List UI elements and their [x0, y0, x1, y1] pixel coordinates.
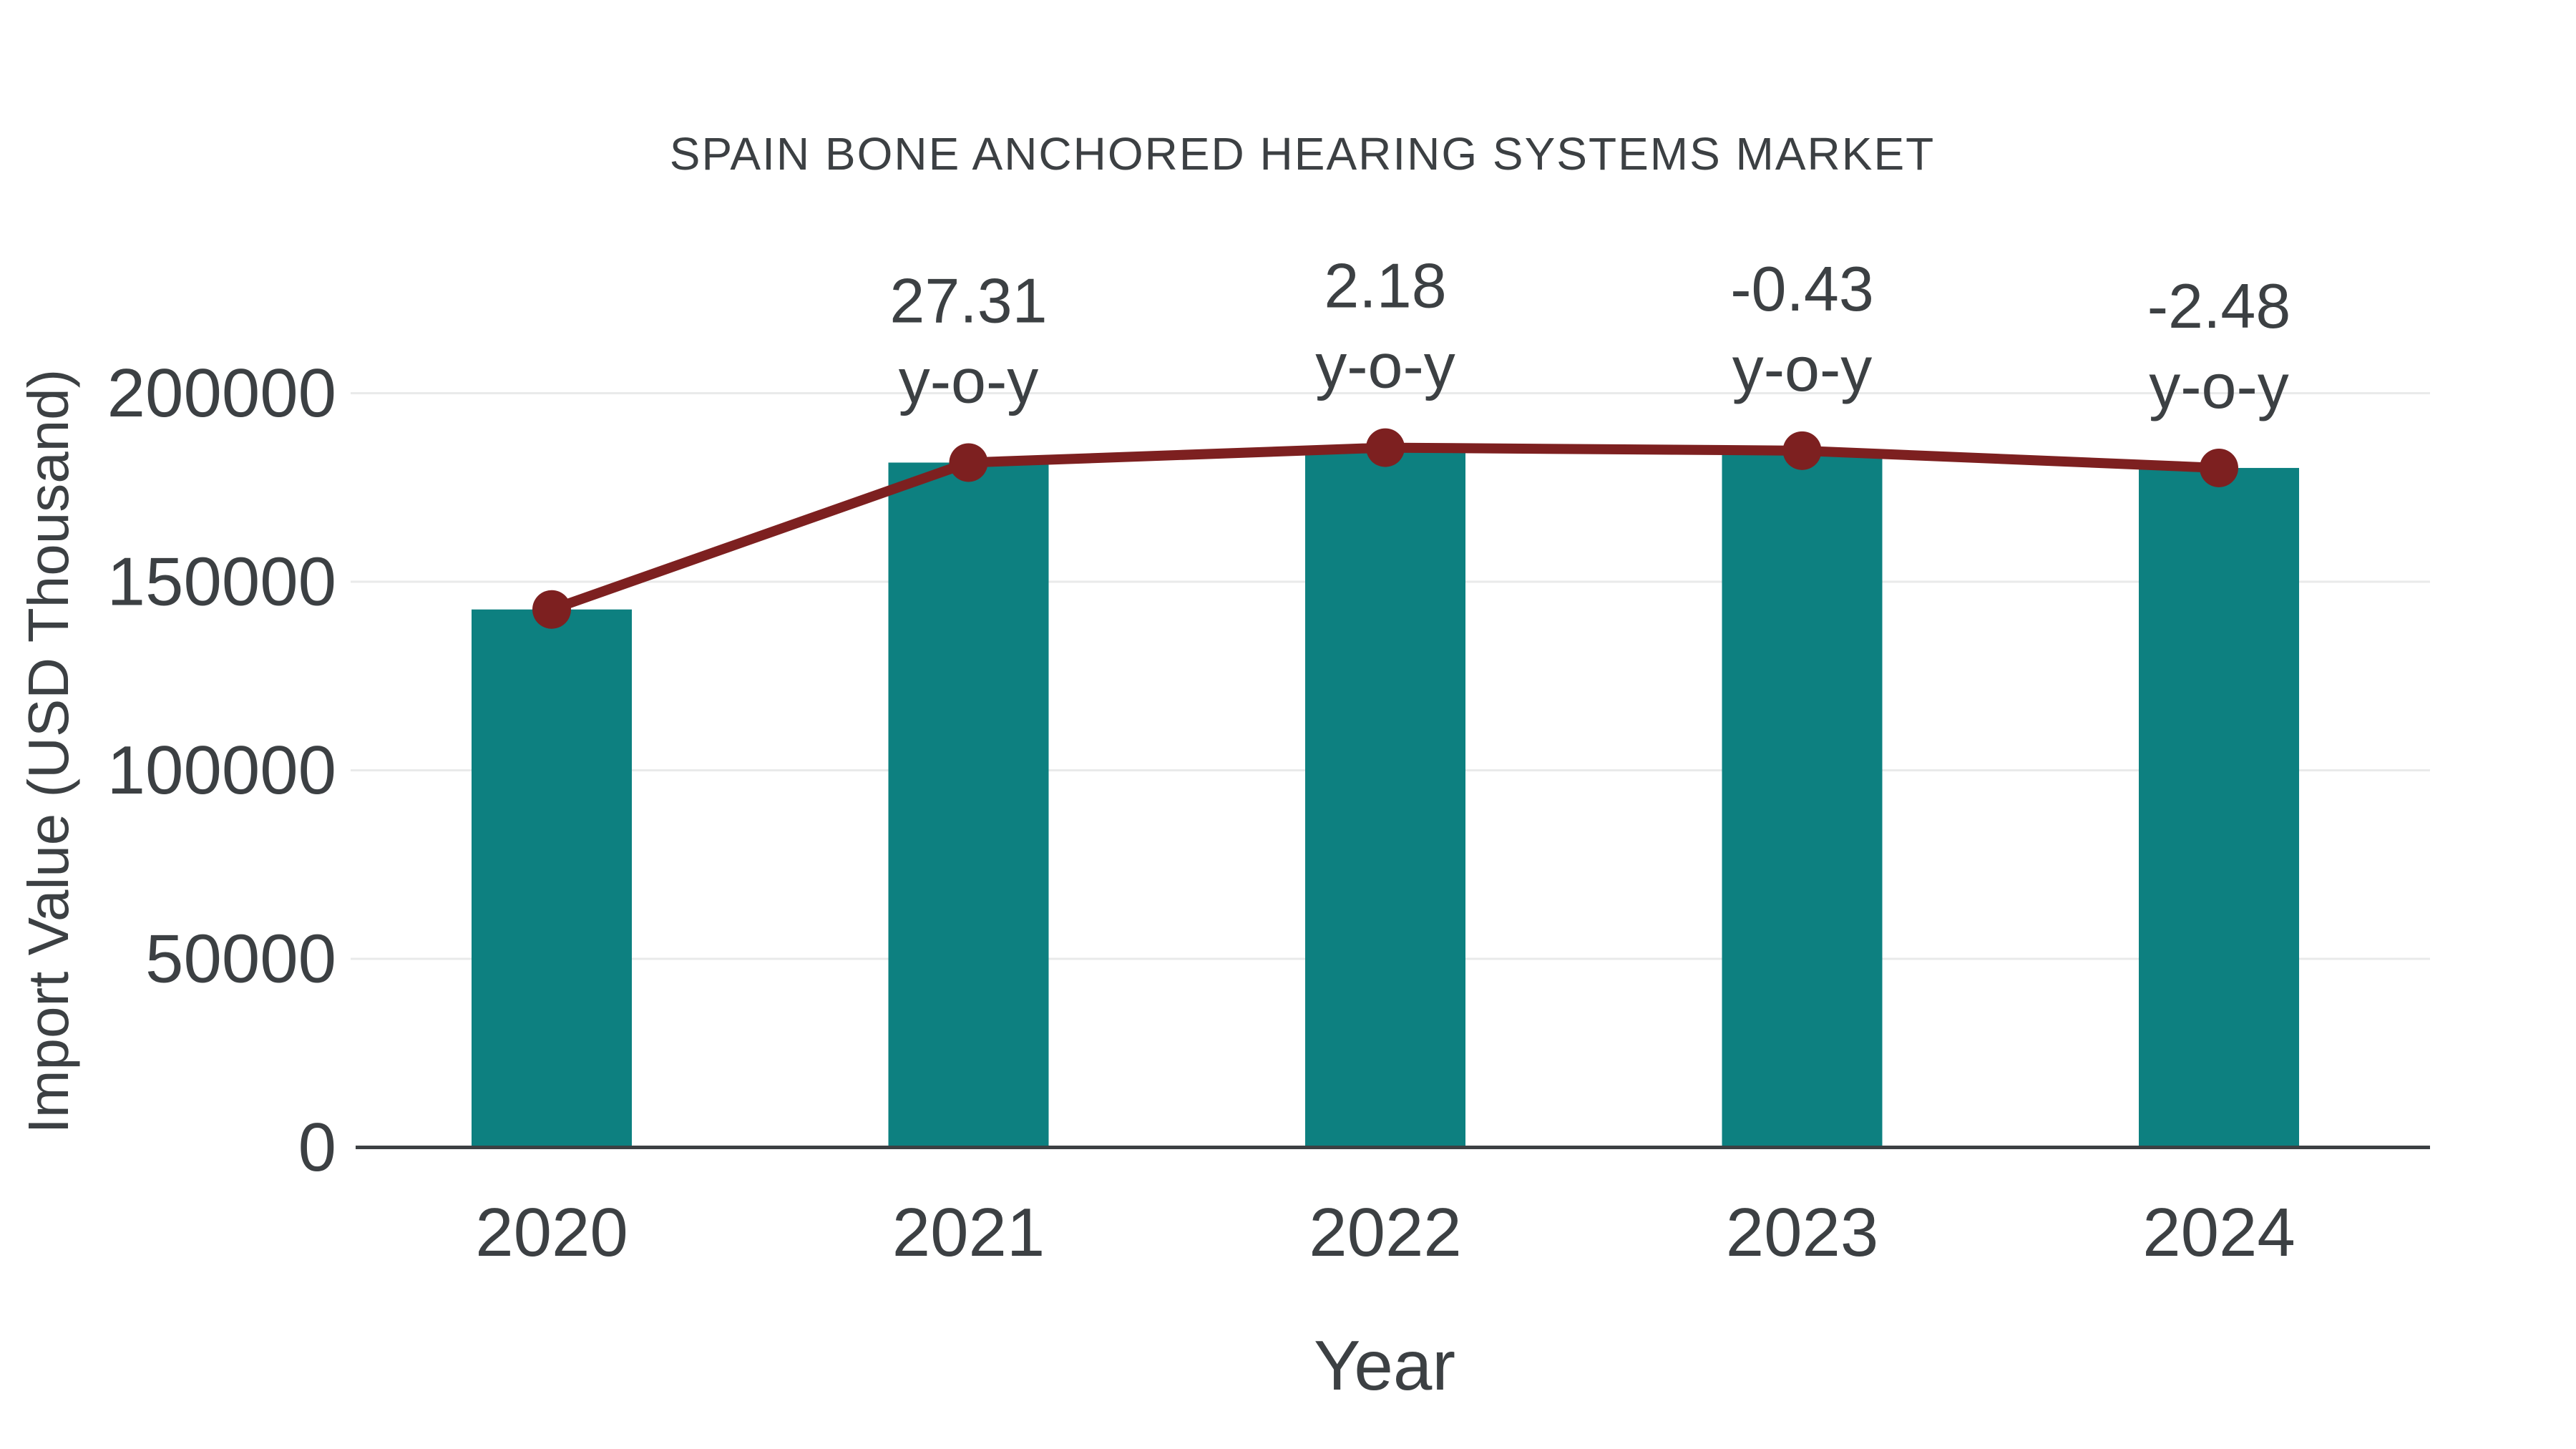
marker-2023 — [1782, 431, 1822, 470]
chart-title: SPAIN BONE ANCHORED HEARING SYSTEMS MARK… — [670, 128, 1935, 180]
xtick-label-2021: 2021 — [892, 1194, 1045, 1271]
ytick-label-0: 0 — [298, 1109, 336, 1186]
annotation-2022-sub: y-o-y — [1315, 331, 1455, 401]
marker-2022 — [1366, 428, 1405, 467]
bar-2023 — [1722, 450, 1883, 1148]
annotation-2021-sub: y-o-y — [899, 345, 1039, 416]
annotation-2024-sub: y-o-y — [2149, 351, 2289, 421]
y-axis-title: Import Value (USD Thousand) — [16, 369, 80, 1134]
annotation-2023-value: -0.43 — [1730, 253, 1874, 324]
marker-2024 — [2200, 448, 2238, 487]
annotation-2023-sub: y-o-y — [1732, 333, 1873, 404]
bar-series — [472, 447, 2299, 1148]
x-tick-labels: 2020 2021 2022 2023 2024 — [475, 1194, 2296, 1271]
annotation-2022-value: 2.18 — [1324, 250, 1446, 321]
bar-2021 — [888, 462, 1049, 1148]
marker-2021 — [949, 443, 988, 482]
ytick-label-100000: 100000 — [107, 732, 336, 809]
yoy-annotations: 27.31 y-o-y 2.18 y-o-y -0.43 y-o-y -2.48 y-o-y — [889, 250, 2290, 421]
annotation-2021-value: 27.31 — [889, 265, 1047, 336]
y-tick-labels: 0 50000 100000 150000 200000 — [107, 355, 336, 1186]
x-axis-title: Year — [1314, 1326, 1455, 1405]
xtick-label-2022: 2022 — [1309, 1194, 1462, 1271]
ytick-label-150000: 150000 — [107, 544, 336, 620]
ytick-label-200000: 200000 — [107, 355, 336, 431]
bar-2024 — [2139, 467, 2299, 1148]
xtick-label-2020: 2020 — [475, 1194, 628, 1271]
xtick-label-2023: 2023 — [1726, 1194, 1879, 1271]
ytick-label-50000: 50000 — [145, 921, 336, 997]
trend-line-series — [532, 428, 2238, 629]
bar-2020 — [472, 609, 632, 1148]
xtick-label-2024: 2024 — [2142, 1194, 2296, 1271]
bar-2022 — [1305, 447, 1465, 1148]
annotation-2024-value: -2.48 — [2147, 270, 2291, 341]
marker-2020 — [532, 590, 571, 629]
